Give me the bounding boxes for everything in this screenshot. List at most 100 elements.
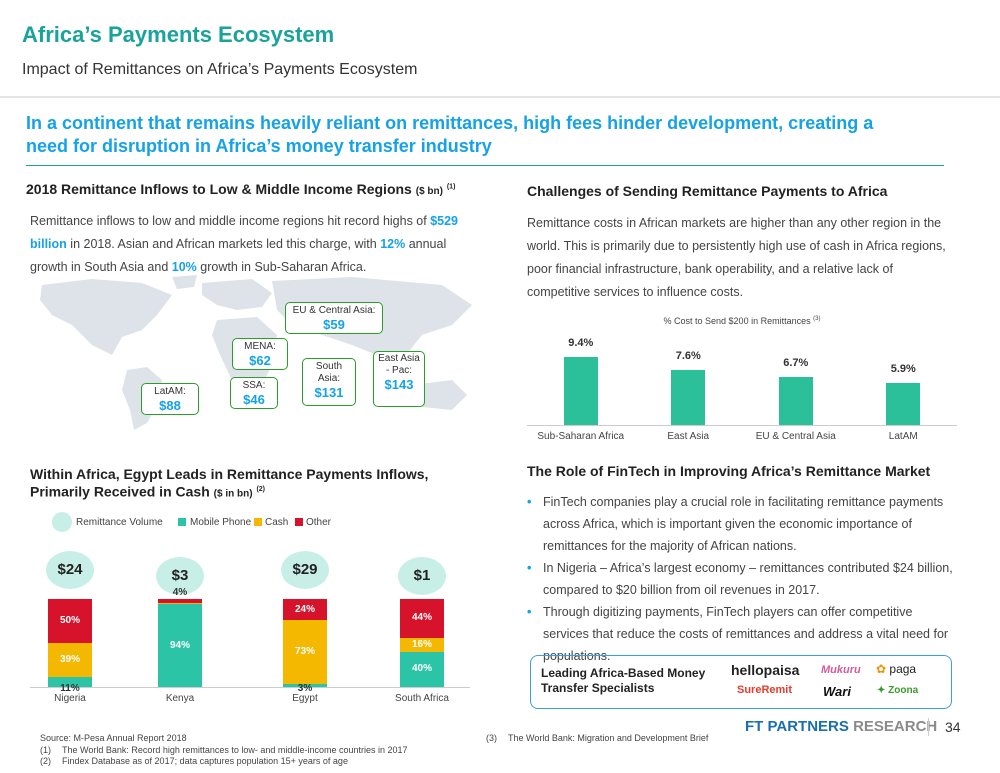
stack-segment-cash [400, 637, 444, 652]
region-latam: LatAM: $88 [141, 383, 199, 415]
region-south-asia: South Asia: $131 [302, 358, 356, 406]
inflows-highlight-10: 10% [171, 260, 197, 274]
footer-note-3: (3) The World Bank: Migration and Develop… [486, 733, 708, 743]
footer-note-1: (1) The World Bank: Record high remittanc… [40, 745, 408, 755]
region-value: $131 [314, 385, 344, 400]
logo-wari: Wari [823, 684, 851, 699]
legend-cash-label: Cash [265, 517, 289, 528]
volume-bubble: $24 [46, 551, 94, 589]
headline-line-1: In a continent that remains heavily reli… [26, 113, 874, 133]
logos-label-line-1: Leading Africa-Based Money [541, 666, 706, 680]
stack-segment-cash [48, 643, 92, 678]
legend-mobile-swatch [178, 518, 186, 526]
stack-segment-label: 3% [297, 683, 313, 694]
region-name: EU & Central Asia: [292, 305, 376, 316]
page-subtitle: Impact of Remittances on Africa’s Paymen… [22, 61, 418, 78]
stack-segment-other [48, 599, 92, 643]
egypt-legend: Remittance Volume Mobile Phone Cash Othe… [52, 512, 472, 532]
logos-box: Leading Africa-Based Money Transfer Spec… [530, 655, 952, 709]
stack-segment-label: 40% [411, 663, 432, 675]
inflows-text-4: growth in South Asia and [30, 260, 172, 274]
logo-paga: ✿ paga [876, 662, 917, 676]
fintech-bullet-3: Through digitizing payments, FinTech pla… [527, 601, 957, 667]
stack-segment-label: 39% [59, 654, 80, 666]
egypt-chart-baseline [30, 687, 470, 688]
footer-note-1-num: (1) [40, 745, 51, 755]
region-mena: MENA: $62 [232, 338, 288, 370]
cost-chart: 9.4% Sub-Saharan Africa 7.6% East Asia 6.7% E… [527, 330, 957, 450]
stack-segment-label: 24% [294, 603, 315, 615]
region-name: SSA: [242, 380, 266, 391]
footer-note-2: (2) Findex Database as of 2017; data capt… [40, 756, 348, 766]
stack-segment-mobile-phone [400, 651, 444, 687]
egypt-title-line-1: Within Africa, Egypt Leads in Remittance… [30, 466, 429, 482]
stack-segment-label: 11% [60, 683, 80, 694]
region-east-asia-pac: East Asia - Pac: $143 [373, 351, 425, 407]
region-name: East Asia - Pac: [378, 353, 420, 376]
footer-note-3-num: (3) [486, 733, 497, 743]
volume-bubble: $29 [281, 551, 329, 589]
challenges-paragraph: Remittance costs in African markets are … [527, 216, 946, 299]
stack-segment-label: 16% [411, 638, 432, 650]
egypt-note: (2) [256, 486, 265, 493]
footer-source: Source: M-Pesa Annual Report 2018 [40, 733, 187, 743]
logos-label-line-2: Transfer Specialists [541, 681, 655, 695]
inflows-text-5: growth in Sub-Saharan Africa. [196, 260, 367, 274]
cost-bar-value: 5.9% [890, 362, 916, 375]
cost-bar-value: 7.6% [675, 350, 701, 363]
brand-ft-partners: FT PARTNERS [745, 718, 849, 735]
cost-bar [886, 382, 921, 425]
stack-segment-cash [158, 602, 202, 605]
fintech-bullet-2: In Nigeria – Africa’s largest economy – … [527, 557, 957, 601]
cost-bar [671, 370, 706, 425]
logo-hellopaisa: hellopaisa [731, 662, 800, 678]
legend-mobile-label: Mobile Phone [190, 517, 252, 528]
footer-note-2-num: (2) [40, 756, 51, 766]
egypt-title-line-2: Primarily Received in Cash [30, 483, 210, 500]
egypt-bar-category: Egypt [292, 693, 318, 704]
stack-segment-other [400, 599, 444, 638]
egypt-bar-category: Kenya [165, 693, 195, 704]
logos-label: Leading Africa-Based Money Transfer Spec… [541, 666, 705, 696]
stack-segment-mobile-phone [48, 677, 92, 687]
cost-bar [778, 376, 813, 425]
inflows-highlight-12: 12% [380, 237, 406, 251]
challenges-title: Challenges of Sending Remittance Payment… [527, 183, 888, 199]
region-value: $59 [323, 317, 345, 332]
region-value: $88 [159, 398, 181, 413]
footer-note-2-text: Findex Database as of 2017; data capture… [62, 756, 348, 766]
headline-divider [26, 165, 944, 166]
cost-chart-note: (3) [813, 316, 821, 322]
legend-cash-swatch [254, 518, 262, 526]
region-name: South Asia: [315, 361, 343, 384]
inflows-highlight-total: $529 [430, 214, 459, 228]
egypt-bar-category: Nigeria [54, 693, 86, 704]
footer-note-3-text: The World Bank: Migration and Developmen… [508, 733, 709, 743]
egypt-bar-category: South Africa [395, 693, 449, 704]
stack-segment-label: 50% [59, 615, 80, 626]
cost-bar [563, 357, 598, 425]
brand-divider [928, 718, 929, 736]
cost-bar-category: Sub-Saharan Africa [537, 431, 625, 442]
logo-paga-text: paga [889, 662, 917, 676]
logo-mukuru: Mukuru [821, 664, 861, 676]
cost-chart-title: % Cost to Send $200 in Remittances (3) [527, 316, 957, 326]
stack-segment-label: 94% [169, 639, 190, 651]
stack-segment-label: 44% [411, 612, 432, 624]
headline-line-2: need for disruption in Africa’s money tr… [26, 136, 492, 156]
brand-research: RESEARCH [853, 718, 938, 735]
cost-chart-baseline [527, 425, 957, 426]
inflows-paragraph: Remittance inflows to low and middle inc… [30, 210, 495, 279]
stack-segment-label: 73% [294, 646, 315, 658]
region-value: $62 [249, 353, 271, 368]
inflows-text-3: annual [405, 237, 447, 251]
stack-segment-mobile-phone [283, 684, 327, 687]
cost-bar-category: EU & Central Asia [755, 431, 836, 442]
region-name: LatAM: [154, 386, 186, 397]
inflows-note: (1) [446, 183, 456, 191]
inflows-text-2: in 2018. Asian and African markets led t… [66, 237, 381, 251]
egypt-title: Within Africa, Egypt Leads in Remittance… [30, 466, 428, 503]
egypt-unit: ($ in bn) [213, 488, 253, 500]
logo-sureremit: SureRemit [737, 684, 793, 696]
volume-bubble: $1 [398, 557, 446, 595]
